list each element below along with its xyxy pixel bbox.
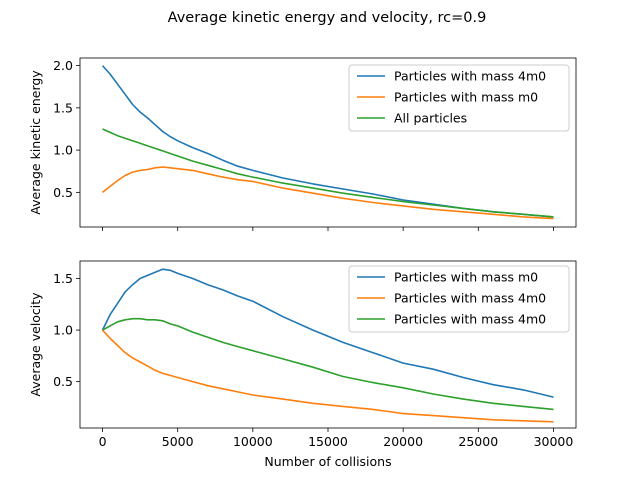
series-line-2 [102,166,554,220]
series-line-1 [101,268,554,398]
x-tick-label: 15000 [308,434,348,449]
x-axis-label: Number of collisions [264,454,391,469]
legend-label-2: Particles with mass m0 [394,90,538,105]
y-axis-label: Average velocity [28,292,43,397]
legend-label-1: Particles with mass 4m0 [394,69,546,84]
series-line-3 [102,317,554,411]
axes-frame [79,260,577,429]
legend-label-2: Particles with mass 4m0 [394,291,546,306]
top-axes-kinetic-energy: 0.5 1.0 1.5 2.0 Average kinetic energy Partic… [28,57,577,231]
y-tick-label: 1.0 [53,143,73,158]
legend-label-3: Particles with mass 4m0 [394,312,546,327]
series-line-1 [101,65,554,218]
y-tick-label: 2.0 [53,58,73,73]
y-axis-label: Average kinetic energy [28,70,43,215]
legend-box [348,265,570,333]
x-tick-label: 10000 [233,434,273,449]
y-tick-label: 0.5 [53,374,73,389]
y-tick-label: 1.0 [53,323,73,338]
legend-label-1: Particles with mass m0 [394,270,538,285]
x-tick-label: 25000 [458,434,498,449]
y-tick-label: 0.5 [53,185,73,200]
x-tick-label: 30000 [534,434,574,449]
y-tick-label: 1.5 [53,271,73,286]
axes-frame [79,57,577,228]
figure-title: Average kinetic energy and velocity, rc=… [168,10,487,26]
bottom-axes-velocity: 0.5 1.0 1.5 0 5000 10000 15000 20000 25000 30000 A… [28,260,577,469]
legend-label-3: All particles [394,111,467,126]
x-tick-label: 5000 [162,434,194,449]
y-tick-label: 1.5 [53,100,73,115]
series-line-3 [102,128,554,218]
legend-box [348,64,570,132]
x-tick-label: 0 [99,434,107,449]
series-line-2 [101,329,554,423]
x-tick-label: 20000 [383,434,423,449]
